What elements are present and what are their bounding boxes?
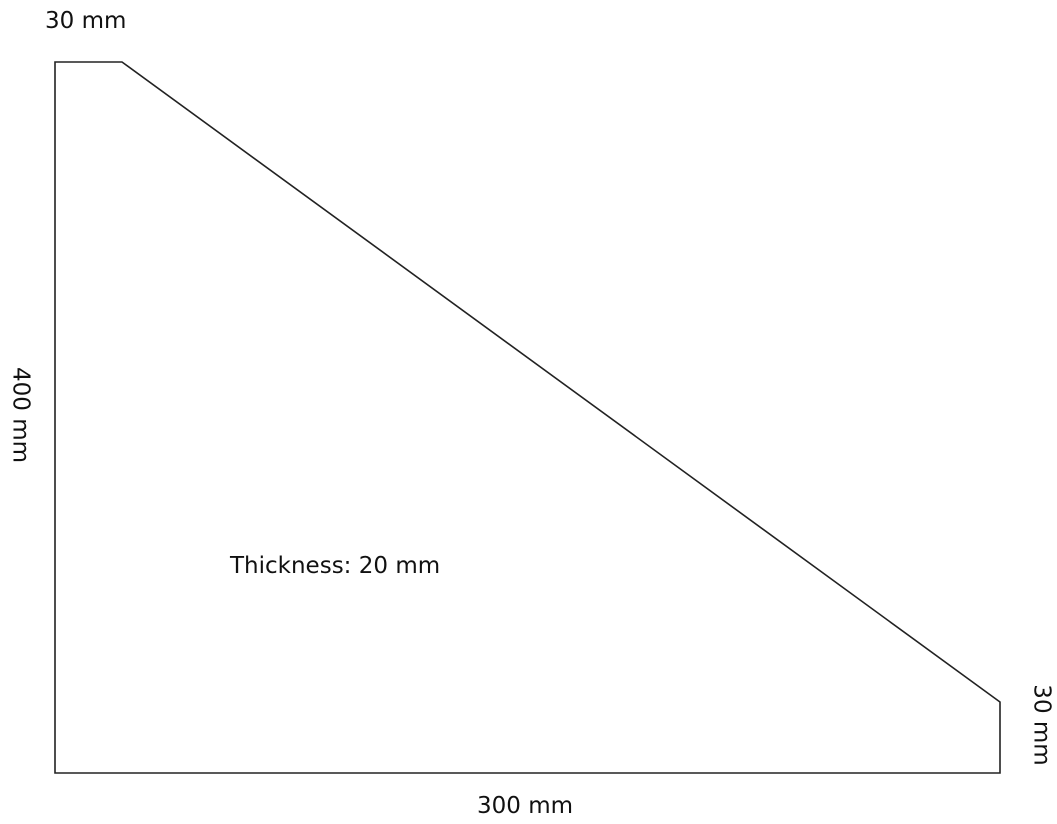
- right-height-label: 30 mm: [1028, 684, 1055, 766]
- thickness-label: Thickness: 20 mm: [230, 553, 441, 579]
- height-label: 400 mm: [7, 366, 34, 464]
- top-width-label: 30 mm: [45, 8, 127, 34]
- base-width-label: 300 mm: [477, 793, 574, 819]
- bracket-outline: [54, 61, 1001, 774]
